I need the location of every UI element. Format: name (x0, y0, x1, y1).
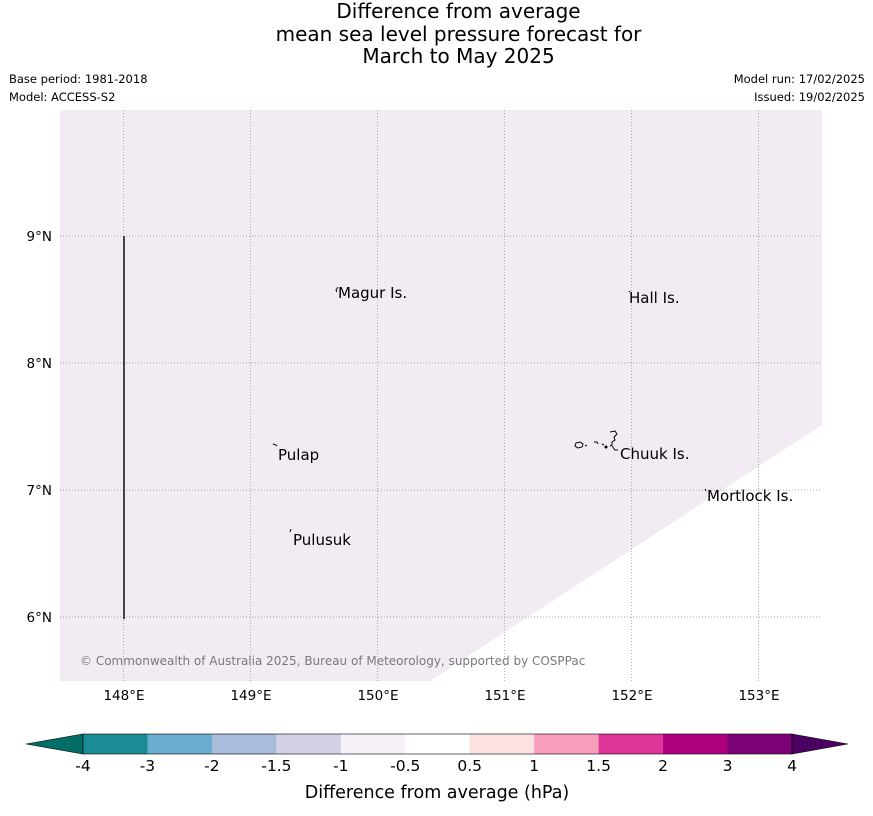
colorbar-outline (82, 733, 793, 755)
lat-label-7n: 7°N (27, 483, 52, 499)
base-period-text: Base period: 1981-2018 (9, 72, 148, 86)
colorbar-tick-label: -1.5 (261, 757, 291, 775)
colorbar-segment (727, 734, 793, 754)
colorbar-tick-label: 2 (658, 757, 668, 775)
lon-label-152e: 152°E (611, 688, 652, 704)
colorbar-tick-label: -2 (204, 757, 219, 775)
lat-label-8n: 8°N (27, 356, 52, 372)
model-text: Model: ACCESS-S2 (9, 89, 116, 104)
magur-island-shape (335, 286, 339, 293)
colorbar-tick-label: -4 (75, 757, 90, 775)
lat-label-9n: 9°N (27, 229, 52, 245)
place-label-pulap: Pulap (278, 446, 319, 464)
colorbar-tick-labels: -4 -3 -2 -1.5 -1 -0.5 0.5 1 1.5 2 3 4 (75, 757, 797, 775)
copyright-text: © Commonwealth of Australia 2025, Bureau… (80, 654, 585, 668)
colorbar-segment (211, 734, 277, 754)
title-line-1: Difference from average (336, 0, 581, 23)
map-title: Difference from average mean sea level p… (0, 0, 873, 68)
colorbar-tick-label: -3 (140, 757, 155, 775)
colorbar-tick-label: 3 (723, 757, 733, 775)
meta-left: Base period: 1981-2018 Model: ACCESS-S2 (9, 71, 148, 106)
issued-text: Issued: 19/02/2025 (754, 89, 865, 104)
colorbar-tick-label: 1.5 (586, 757, 611, 775)
pulusuk-island-shape (289, 528, 292, 533)
chuuk-lagoon-islands (574, 430, 618, 451)
place-label-mortlock: Mortlock Is. (707, 487, 793, 505)
colorbar-over-arrow (791, 733, 849, 755)
colorbar-segment (598, 734, 664, 754)
colorbar-segment (663, 734, 729, 754)
colorbar-segment (469, 734, 535, 754)
colorbar-tick-label: 0.5 (457, 757, 482, 775)
lat-label-6n: 6°N (27, 610, 52, 626)
meta-right: Model run: 17/02/2025 Issued: 19/02/2025 (734, 71, 865, 106)
model-run-text: Model run: 17/02/2025 (733, 72, 865, 86)
colorbar-segment (534, 734, 600, 754)
colorbar-segments (83, 734, 793, 754)
mortlock-island-shape (704, 488, 707, 492)
colorbar-title: Difference from average (hPa) (305, 783, 570, 803)
lon-label-153e: 153°E (738, 688, 779, 704)
colorbar-segment (276, 734, 342, 754)
colorbar-tick-label: -0.5 (390, 757, 420, 775)
colorbar: -4 -3 -2 -1.5 -1 -0.5 0.5 1 1.5 2 3 4 Difference fr… (25, 733, 849, 803)
place-labels: Magur Is. Hall Is. Pulap Chuuk Is. Mortl… (278, 284, 793, 549)
colorbar-tick-label: -1 (333, 757, 348, 775)
pulap-island-shape (272, 443, 278, 447)
lon-label-151e: 151°E (484, 688, 525, 704)
map-panel[interactable]: Magur Is. Hall Is. Pulap Chuuk Is. Mortl… (60, 110, 822, 681)
colorbar-segment (340, 734, 406, 754)
lon-label-148e: 148°E (103, 688, 144, 704)
longitude-labels: 148°E 149°E 150°E 151°E 152°E 153°E (103, 688, 779, 704)
place-label-hall: Hall Is. (629, 289, 680, 307)
colorbar-segment (147, 734, 213, 754)
colorbar-under-arrow (25, 733, 84, 755)
lon-label-150e: 150°E (357, 688, 398, 704)
latitude-labels: 9°N 8°N 7°N 6°N (27, 229, 52, 626)
title-line-2: mean sea level pressure forecast for (275, 21, 642, 46)
place-label-chuuk: Chuuk Is. (620, 445, 689, 463)
place-label-pulusuk: Pulusuk (293, 531, 351, 549)
title-line-3: March to May 2025 (362, 44, 555, 68)
island-outlines (272, 286, 707, 533)
lon-label-149e: 149°E (230, 688, 271, 704)
colorbar-segment (405, 734, 471, 754)
place-label-magur: Magur Is. (338, 284, 407, 302)
colorbar-tick-label: 4 (787, 757, 797, 775)
hall-island-shape (628, 290, 631, 293)
colorbar-tick-label: 1 (529, 757, 539, 775)
colorbar-segment (83, 734, 148, 754)
